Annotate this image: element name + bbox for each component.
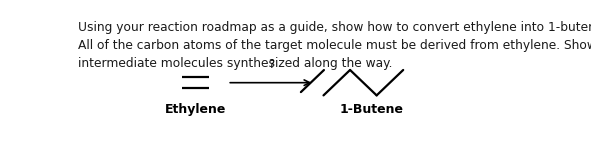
Text: ?: ? (268, 58, 274, 71)
Text: Ethylene: Ethylene (164, 103, 226, 116)
Text: Using your reaction roadmap as a guide, show how to convert ethylene into 1-bute: Using your reaction roadmap as a guide, … (77, 21, 591, 34)
Text: 1-Butene: 1-Butene (340, 103, 404, 116)
Text: All of the carbon atoms of the target molecule must be derived from ethylene. Sh: All of the carbon atoms of the target mo… (77, 39, 591, 52)
Text: intermediate molecules synthesized along the way.: intermediate molecules synthesized along… (77, 57, 392, 70)
